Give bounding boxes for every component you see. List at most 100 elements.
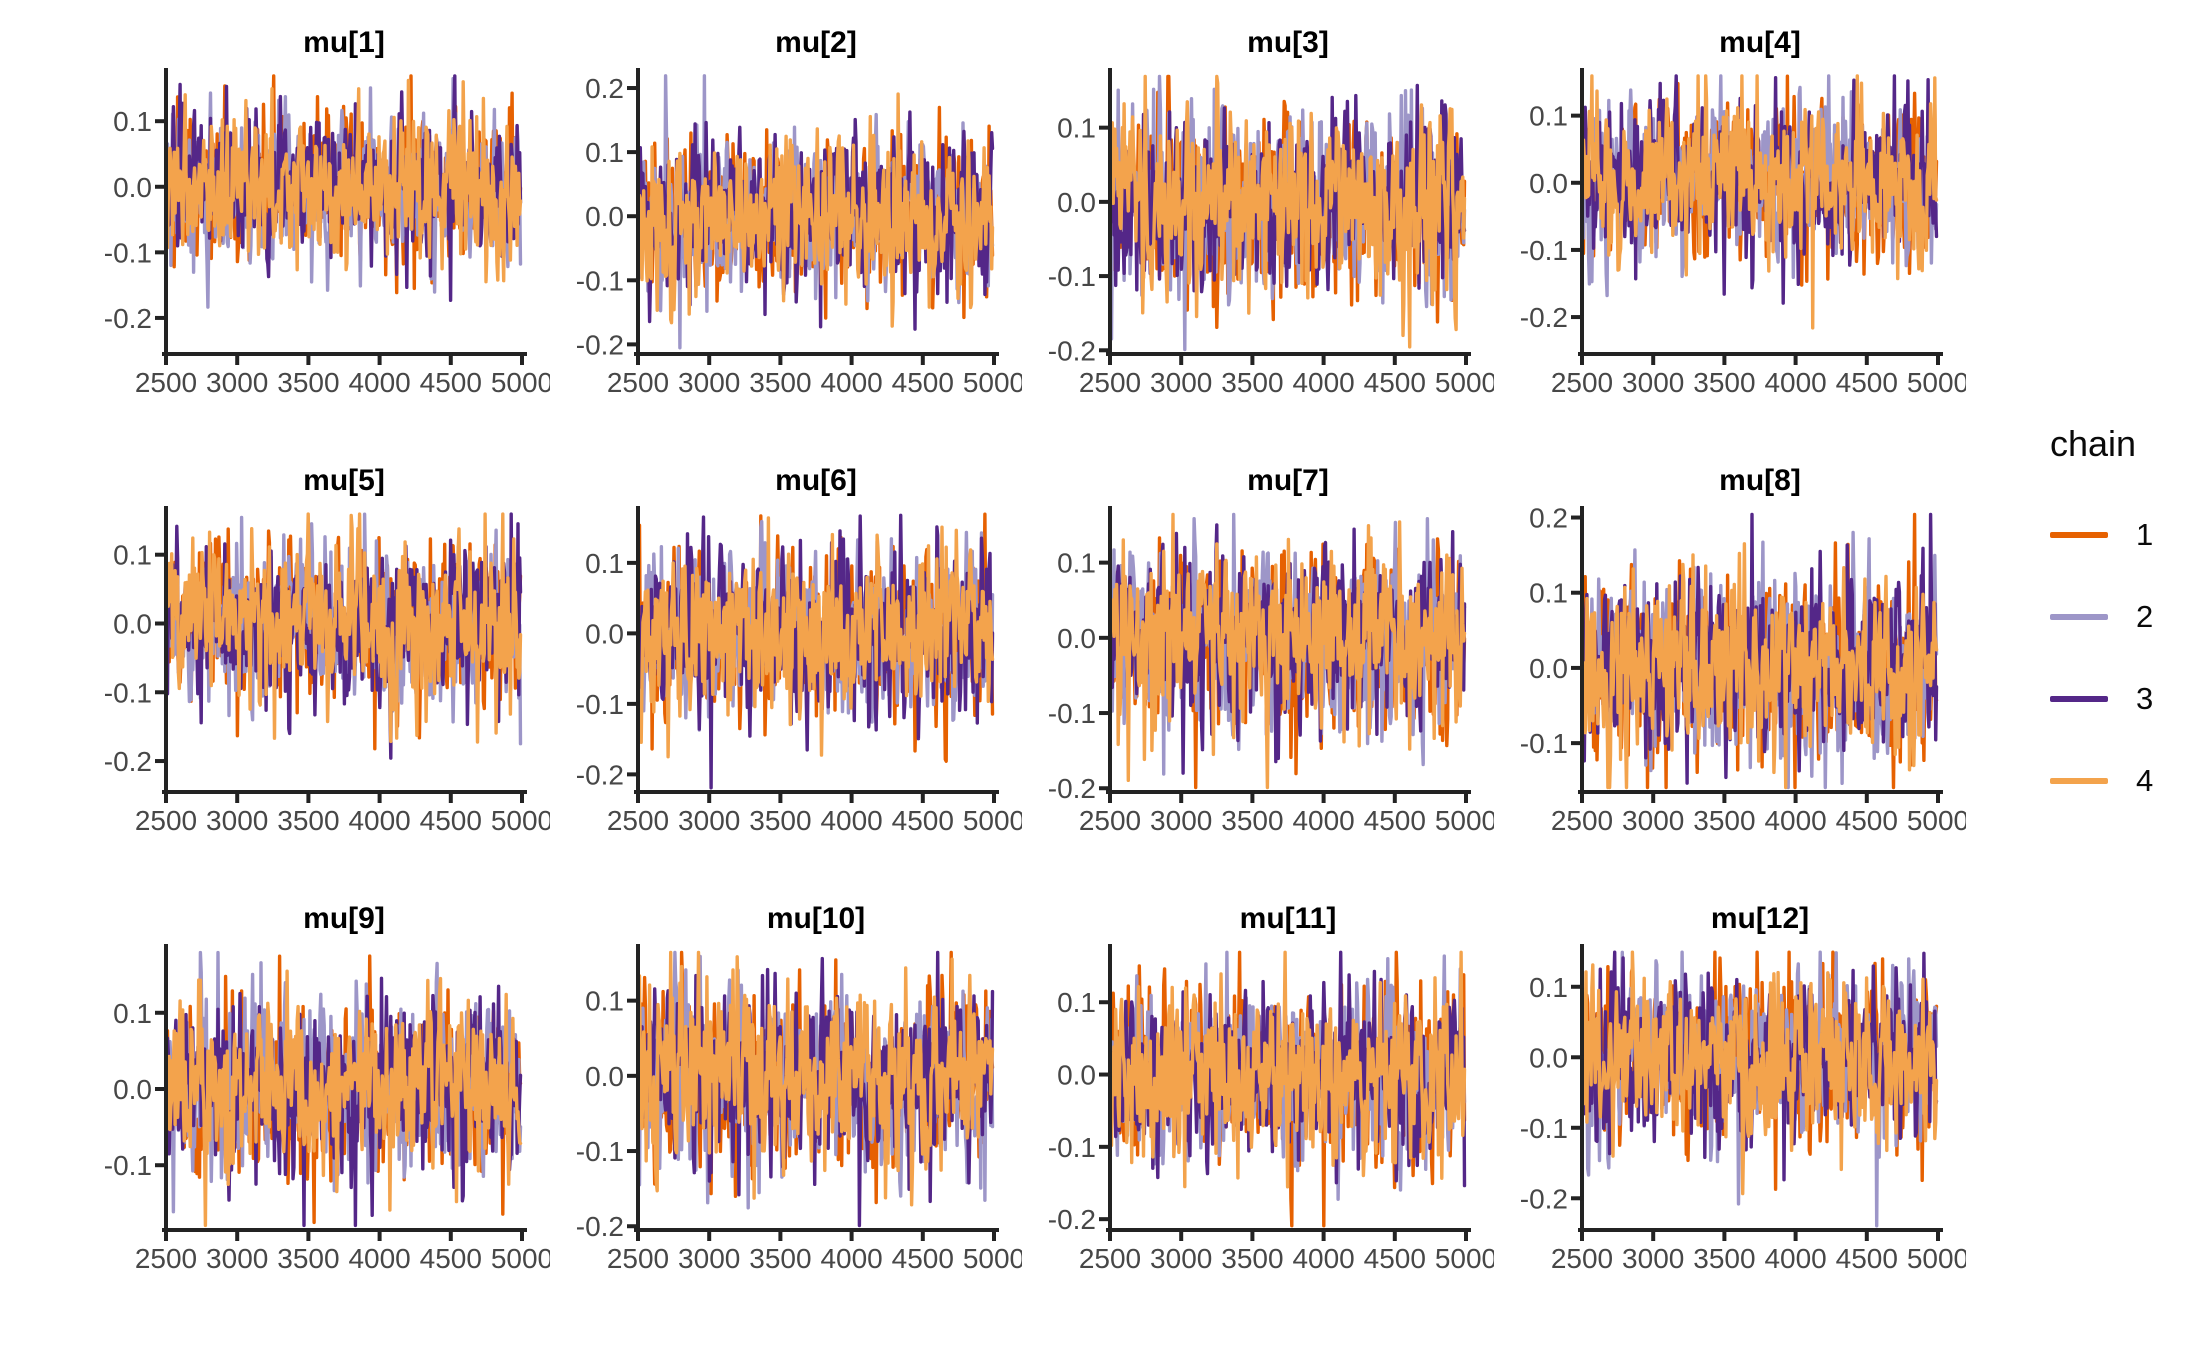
facet-title: mu[4] xyxy=(1719,26,1801,59)
facet-mu-7: mu[7] 2500 3000 3500 4000 4500 5000 0.1 0.0 -0.1… xyxy=(1022,450,1494,888)
trace-plot: mu[7] 2500 3000 3500 4000 4500 5000 0.1 0.0 -0.1… xyxy=(1048,464,1494,836)
svg-text:0.0: 0.0 xyxy=(1057,1060,1096,1091)
svg-text:0.1: 0.1 xyxy=(585,986,624,1017)
svg-text:0.1: 0.1 xyxy=(1057,987,1096,1018)
svg-text:4500: 4500 xyxy=(892,805,954,836)
svg-text:-0.2: -0.2 xyxy=(576,759,624,790)
trace-plot: mu[10] 2500 3000 3500 4000 4500 5000 0.1 0.0 -0.… xyxy=(576,902,1022,1274)
svg-text:4000: 4000 xyxy=(1764,1243,1826,1274)
trace-plot: mu[5] 2500 3000 3500 4000 4500 5000 0.1 0.0 -0.1… xyxy=(104,464,550,836)
trace-plot: mu[1] 2500 3000 3500 4000 4500 5000 0.1 0.0 -0.1… xyxy=(104,26,550,398)
svg-text:0.0: 0.0 xyxy=(585,201,624,232)
facet-mu-4: mu[4] 2500 3000 3500 4000 4500 5000 0.1 0.0 -0.1… xyxy=(1494,12,1966,450)
svg-text:-0.1: -0.1 xyxy=(1520,235,1568,266)
svg-text:2500: 2500 xyxy=(607,1243,669,1274)
svg-text:-0.1: -0.1 xyxy=(1048,261,1096,292)
svg-text:4500: 4500 xyxy=(1364,367,1426,398)
trace-plot: mu[11] 2500 3000 3500 4000 4500 5000 0.1 0.0 -0.… xyxy=(1048,902,1494,1274)
svg-text:5000: 5000 xyxy=(1907,805,1966,836)
svg-text:2500: 2500 xyxy=(1551,805,1613,836)
svg-text:2500: 2500 xyxy=(135,805,197,836)
svg-text:5000: 5000 xyxy=(1907,1243,1966,1274)
legend-label: 3 xyxy=(2136,681,2154,716)
svg-text:3000: 3000 xyxy=(1150,1243,1212,1274)
legend-item-chain-4: 4 xyxy=(2050,763,2206,799)
svg-text:4000: 4000 xyxy=(820,1243,882,1274)
svg-text:4000: 4000 xyxy=(1292,805,1354,836)
svg-text:5000: 5000 xyxy=(963,805,1022,836)
facet-title: mu[6] xyxy=(775,464,857,497)
svg-text:3500: 3500 xyxy=(749,805,811,836)
svg-text:0.1: 0.1 xyxy=(1529,578,1568,609)
svg-text:-0.1: -0.1 xyxy=(576,689,624,720)
svg-text:-0.2: -0.2 xyxy=(104,746,152,777)
svg-text:-0.2: -0.2 xyxy=(1048,335,1096,366)
svg-text:4000: 4000 xyxy=(348,367,410,398)
facet-mu-3: mu[3] 2500 3000 3500 4000 4500 5000 0.1 0.0 -0.1… xyxy=(1022,12,1494,450)
facet-mu-10: mu[10] 2500 3000 3500 4000 4500 5000 0.1 0.0 -0.… xyxy=(550,888,1022,1326)
facet-mu-5: mu[5] 2500 3000 3500 4000 4500 5000 0.1 0.0 -0.1… xyxy=(78,450,550,888)
svg-text:-0.1: -0.1 xyxy=(1048,698,1096,729)
svg-text:3000: 3000 xyxy=(1622,367,1684,398)
svg-text:0.1: 0.1 xyxy=(585,548,624,579)
svg-text:-0.1: -0.1 xyxy=(576,265,624,296)
svg-text:5000: 5000 xyxy=(491,1243,550,1274)
svg-text:4000: 4000 xyxy=(1764,805,1826,836)
svg-text:4500: 4500 xyxy=(420,367,482,398)
svg-text:3500: 3500 xyxy=(1693,805,1755,836)
legend-title: chain xyxy=(2050,423,2137,464)
svg-text:-0.2: -0.2 xyxy=(104,303,152,334)
svg-text:3000: 3000 xyxy=(678,1243,740,1274)
svg-text:0.2: 0.2 xyxy=(585,73,624,104)
facet-title: mu[5] xyxy=(303,464,385,497)
svg-text:2500: 2500 xyxy=(1079,1243,1141,1274)
svg-text:5000: 5000 xyxy=(1907,367,1966,398)
svg-text:5000: 5000 xyxy=(491,805,550,836)
chain-4-line-swatch xyxy=(2050,778,2108,784)
svg-text:-0.1: -0.1 xyxy=(1520,728,1568,759)
legend-item-chain-2: 2 xyxy=(2050,599,2206,635)
svg-text:4000: 4000 xyxy=(1292,1243,1354,1274)
svg-text:0.0: 0.0 xyxy=(1057,187,1096,218)
svg-text:3500: 3500 xyxy=(1693,1243,1755,1274)
svg-text:3500: 3500 xyxy=(749,1243,811,1274)
svg-text:4500: 4500 xyxy=(1836,1243,1898,1274)
svg-text:3000: 3000 xyxy=(1622,805,1684,836)
svg-text:4500: 4500 xyxy=(420,805,482,836)
svg-text:-0.2: -0.2 xyxy=(576,1211,624,1242)
svg-text:0.1: 0.1 xyxy=(585,137,624,168)
svg-text:2500: 2500 xyxy=(1079,367,1141,398)
facet-mu-11: mu[11] 2500 3000 3500 4000 4500 5000 0.1 0.0 -0.… xyxy=(1022,888,1494,1326)
svg-text:4500: 4500 xyxy=(1836,367,1898,398)
svg-text:4500: 4500 xyxy=(1836,805,1898,836)
svg-text:3500: 3500 xyxy=(277,805,339,836)
svg-text:0.0: 0.0 xyxy=(113,172,152,203)
trace-plot: mu[4] 2500 3000 3500 4000 4500 5000 0.1 0.0 -0.1… xyxy=(1520,26,1966,398)
svg-text:2500: 2500 xyxy=(607,367,669,398)
svg-text:2500: 2500 xyxy=(607,805,669,836)
svg-text:0.1: 0.1 xyxy=(1529,101,1568,132)
svg-text:4500: 4500 xyxy=(892,1243,954,1274)
svg-text:0.1: 0.1 xyxy=(1057,113,1096,144)
svg-text:0.0: 0.0 xyxy=(585,1061,624,1092)
svg-text:3000: 3000 xyxy=(1150,367,1212,398)
svg-text:-0.1: -0.1 xyxy=(1520,1113,1568,1144)
svg-text:3000: 3000 xyxy=(206,1243,268,1274)
svg-text:-0.2: -0.2 xyxy=(1520,302,1568,333)
facet-title: mu[9] xyxy=(303,902,385,935)
trace-plot: mu[2] 2500 3000 3500 4000 4500 5000 0.2 0.1 0.0 -… xyxy=(576,26,1022,398)
facet-title: mu[3] xyxy=(1247,26,1329,59)
facet-title: mu[12] xyxy=(1711,902,1809,935)
trace-plot: mu[12] 2500 3000 3500 4000 4500 5000 0.1 0.0 -0.… xyxy=(1520,902,1966,1274)
svg-text:4500: 4500 xyxy=(420,1243,482,1274)
svg-text:2500: 2500 xyxy=(135,367,197,398)
svg-text:2500: 2500 xyxy=(1079,805,1141,836)
svg-text:3000: 3000 xyxy=(206,805,268,836)
trace-plot-grid: mu[1] 2500 3000 3500 4000 4500 5000 0.1 0.0 -0.1… xyxy=(78,12,2206,1326)
svg-text:-0.2: -0.2 xyxy=(1520,1183,1568,1214)
facet-mu-1: mu[1] 2500 3000 3500 4000 4500 5000 0.1 0.0 -0.1… xyxy=(78,12,550,450)
svg-text:3500: 3500 xyxy=(277,367,339,398)
svg-text:3000: 3000 xyxy=(206,367,268,398)
svg-text:0.1: 0.1 xyxy=(113,106,152,137)
trace-plot: mu[9] 2500 3000 3500 4000 4500 5000 0.1 0.0 -0.1 xyxy=(104,902,550,1274)
